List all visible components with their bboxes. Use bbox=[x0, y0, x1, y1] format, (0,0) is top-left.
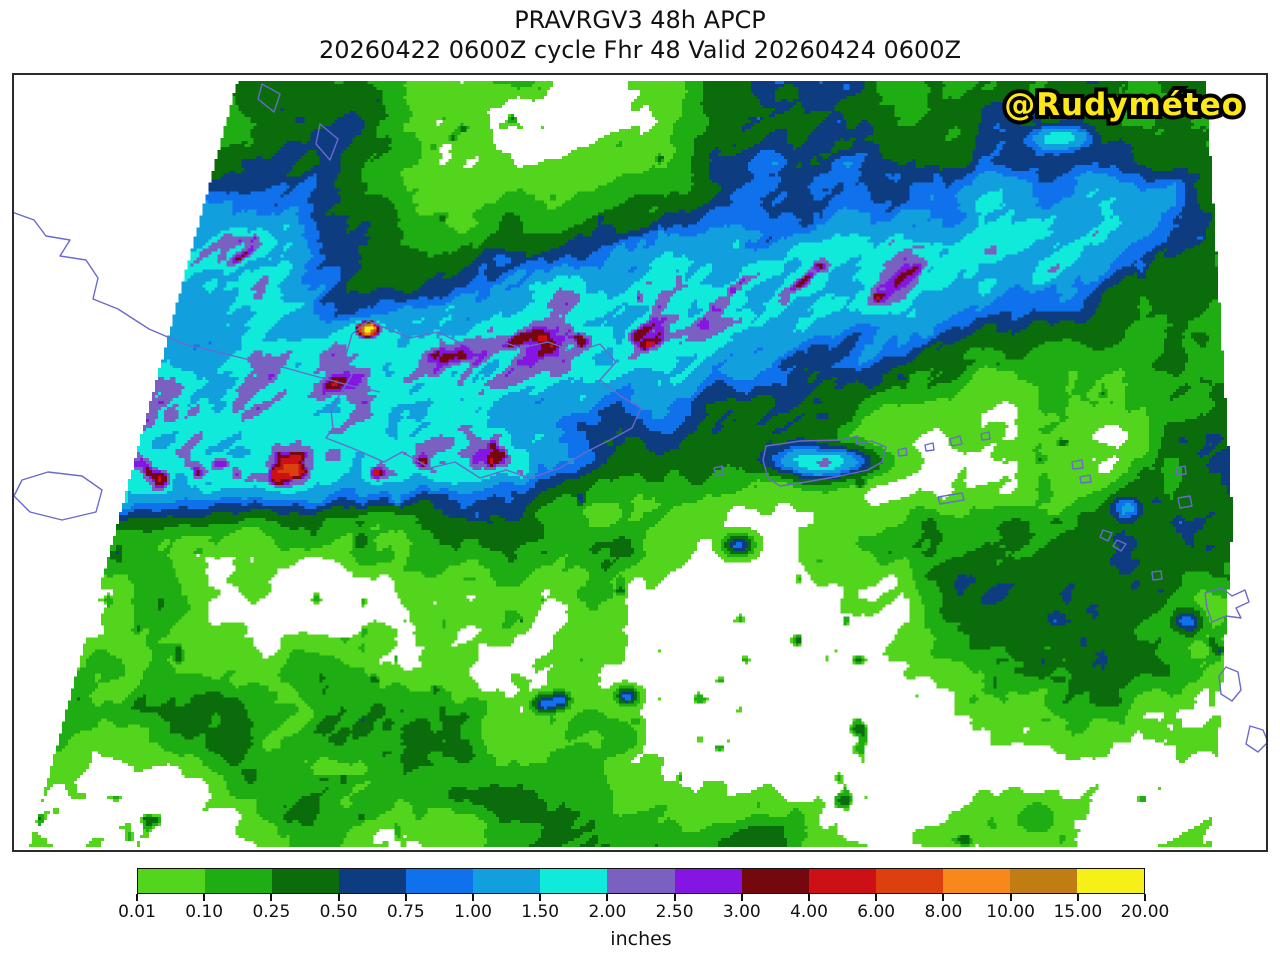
coastline bbox=[1175, 465, 1187, 476]
colorbar-tick-label: 0.75 bbox=[386, 902, 425, 922]
colorbar-tick bbox=[1076, 894, 1079, 901]
colorbar-tick bbox=[808, 894, 810, 901]
colorbar: 0.01 0.10 0.25 0.50 0.75 1.00 1.50 2.00 2.50 3.00… bbox=[118, 868, 1169, 950]
coastline bbox=[14, 211, 381, 393]
colorbar-tick-label: 0.01 bbox=[118, 902, 156, 922]
colorbar-tick-label: 3.00 bbox=[722, 902, 761, 922]
colorbar-segment-8.00 bbox=[942, 869, 1010, 893]
colorbar-tick-label: 8.00 bbox=[924, 902, 963, 922]
colorbar-segment-0.01 bbox=[138, 869, 206, 893]
colorbar-tick bbox=[942, 894, 945, 901]
colorbar-tick-label: 2.50 bbox=[655, 902, 694, 922]
coastline bbox=[1177, 495, 1193, 509]
coastline bbox=[1112, 539, 1127, 552]
colorbar-tick-label: 4.00 bbox=[790, 902, 828, 922]
coastline bbox=[1151, 570, 1163, 581]
colorbar-segment-0.75 bbox=[406, 869, 474, 893]
colorbar-tick-label: 15.00 bbox=[1053, 902, 1103, 922]
coastlines-overlay bbox=[14, 83, 1266, 753]
colorbar-segment-0.10 bbox=[205, 869, 273, 893]
colorbar-tick bbox=[270, 894, 273, 901]
colorbar-tick-label: 1.50 bbox=[521, 902, 560, 922]
colorbar-tick bbox=[203, 894, 206, 901]
coastline bbox=[980, 431, 991, 441]
coastline bbox=[1071, 459, 1084, 470]
colorbar-tick bbox=[740, 894, 743, 901]
watermark: @Rudyméteo @Rudyméteo bbox=[1000, 83, 1247, 129]
coastline bbox=[1099, 529, 1113, 542]
colorbar-tick bbox=[1144, 894, 1146, 901]
colorbar-tick bbox=[472, 894, 474, 901]
chart-title: PRAVRGV3 48h APCP bbox=[514, 6, 766, 34]
colorbar-tick-label: 0.50 bbox=[319, 902, 358, 922]
colorbar-tick bbox=[875, 894, 878, 901]
colorbar-segments bbox=[137, 868, 1145, 894]
colorbar-tick-label: 1.00 bbox=[454, 902, 492, 922]
coastline bbox=[1245, 725, 1266, 753]
precipitation-field-canvas bbox=[14, 75, 1266, 850]
colorbar-units-label: inches bbox=[610, 928, 672, 950]
colorbar-tick bbox=[337, 894, 340, 901]
colorbar-tick bbox=[136, 894, 138, 901]
colorbar-segment-1.00 bbox=[473, 869, 541, 893]
colorbar-tick bbox=[673, 894, 676, 901]
watermark-outline: @Rudyméteo bbox=[1000, 83, 1247, 127]
colorbar-segment-3.00 bbox=[741, 869, 809, 893]
colorbar-segment-0.50 bbox=[339, 869, 407, 893]
colorbar-segment-15.00 bbox=[1076, 869, 1144, 893]
colorbar-tick bbox=[539, 894, 542, 901]
colorbar-segment-6.00 bbox=[875, 869, 943, 893]
watermark-text: @Rudyméteo bbox=[1004, 87, 1244, 123]
coastline bbox=[325, 320, 642, 479]
coastline bbox=[1218, 666, 1242, 702]
colorbar-tick-labels: 0.01 0.10 0.25 0.50 0.75 1.00 1.50 2.00 2.50 3.00… bbox=[118, 902, 1169, 924]
colorbar-tick-label: 10.00 bbox=[986, 902, 1035, 922]
colorbar-segment-0.25 bbox=[272, 869, 340, 893]
colorbar-segment-10.00 bbox=[1009, 869, 1077, 893]
colorbar-tick-label: 20.00 bbox=[1120, 902, 1170, 922]
coastline bbox=[14, 471, 103, 521]
coastline bbox=[257, 83, 281, 113]
coastline bbox=[924, 442, 935, 452]
colorbar-tick-label: 6.00 bbox=[857, 902, 896, 922]
colorbar-segment-1.50 bbox=[540, 869, 608, 893]
colorbar-tick-label: 2.00 bbox=[588, 902, 627, 922]
map-frame: @Rudyméteo @Rudyméteo bbox=[12, 73, 1268, 852]
colorbar-segment-4.00 bbox=[808, 869, 876, 893]
coastline bbox=[1204, 587, 1250, 623]
colorbar-segment-2.50 bbox=[674, 869, 742, 893]
coastline bbox=[1079, 474, 1092, 484]
colorbar-tick bbox=[606, 894, 609, 901]
colorbar-tick-label: 0.25 bbox=[252, 902, 291, 922]
chart-subtitle: 20260422 0600Z cycle Fhr 48 Valid 202604… bbox=[318, 36, 962, 64]
colorbar-tick bbox=[1009, 894, 1012, 901]
colorbar-tick-label: 0.10 bbox=[185, 902, 224, 922]
coastline bbox=[762, 435, 887, 487]
colorbar-segment-2.00 bbox=[607, 869, 675, 893]
coastline bbox=[949, 435, 963, 447]
colorbar-ticks bbox=[136, 894, 1146, 901]
coastline bbox=[897, 447, 908, 457]
coastline bbox=[315, 123, 339, 161]
coastline bbox=[713, 465, 725, 477]
coastline bbox=[937, 492, 965, 505]
colorbar-tick bbox=[404, 894, 407, 901]
